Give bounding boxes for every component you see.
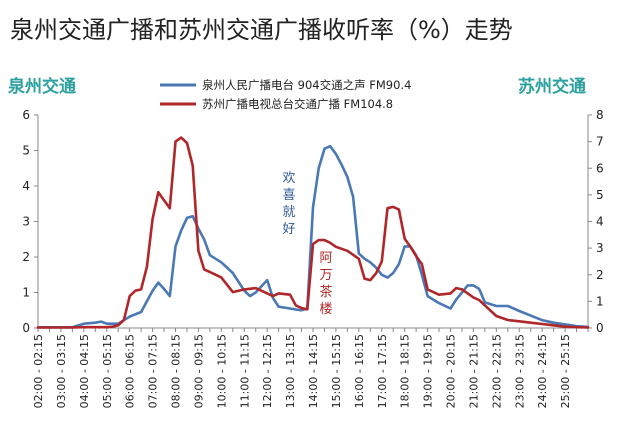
annotation-char-red: 茶 bbox=[319, 284, 332, 300]
annotation-char-red: 阿 bbox=[319, 251, 332, 266]
annotation-char-red: 万 bbox=[319, 268, 332, 283]
x-tick-label: 22:00 - 22:15 bbox=[490, 334, 503, 408]
x-tick-label: 05:00 - 05:15 bbox=[101, 334, 114, 408]
left-axis-label: 泉州交通 bbox=[7, 76, 76, 97]
chart-title: 泉州交通广播和苏州交通广播收听率（%）走势 bbox=[10, 16, 513, 44]
y-tick-left-label: 1 bbox=[22, 286, 30, 300]
x-tick-label: 19:00 - 19:15 bbox=[422, 334, 435, 408]
right-axis-label: 苏州交通 bbox=[518, 76, 586, 97]
legend-label-series-1: 泉州人民广播电台 904交通之声 FM90.4 bbox=[202, 78, 411, 92]
x-tick-label: 08:00 - 08:15 bbox=[170, 334, 183, 408]
y-tick-left-label: 4 bbox=[22, 179, 30, 193]
y-tick-right-label: 0 bbox=[596, 321, 604, 335]
x-tick-label: 11:00 - 11:15 bbox=[238, 334, 251, 408]
x-tick-label: 12:00 - 12:15 bbox=[261, 334, 274, 408]
series-line-1 bbox=[36, 144, 590, 329]
x-tick-label: 17:00 - 17:15 bbox=[376, 334, 389, 408]
x-tick-label: 14:00 - 14:15 bbox=[307, 334, 320, 408]
annotation-char-blue: 就 bbox=[282, 205, 295, 220]
annotation-char-red: 楼 bbox=[319, 302, 332, 317]
y-tick-left-label: 6 bbox=[22, 108, 30, 122]
x-tick-label: 15:00 - 15:15 bbox=[330, 334, 343, 408]
y-tick-left-label: 2 bbox=[22, 250, 30, 264]
annotation-char-blue: 欢 bbox=[282, 171, 295, 186]
y-tick-right-label: 1 bbox=[596, 294, 604, 308]
annotation-char-blue: 好 bbox=[282, 222, 295, 237]
y-tick-right-label: 2 bbox=[596, 268, 604, 282]
legend: 泉州人民广播电台 904交通之声 FM90.4 苏州广播电视总台交通广播 FM1… bbox=[160, 78, 411, 111]
x-tick-label: 10:00 - 10:15 bbox=[215, 334, 228, 408]
y-tick-left-label: 3 bbox=[22, 215, 30, 229]
x-tick-label: 24:00 - 24:15 bbox=[536, 334, 549, 408]
x-tick-labels: 02:00 - 02:15 03:00 - 03:15 04:00 - 04:15 0… bbox=[32, 328, 589, 408]
y-tick-right-label: 6 bbox=[596, 161, 604, 175]
y-tick-left-label: 5 bbox=[22, 144, 30, 158]
x-tick-label: 06:00 - 06:15 bbox=[124, 334, 137, 408]
x-tick-label: 02:00 - 02:15 bbox=[32, 334, 45, 408]
x-tick-label: 16:00 - 16:15 bbox=[353, 334, 366, 408]
annotation-char-blue: 喜 bbox=[282, 188, 295, 203]
y-tick-right-label: 5 bbox=[596, 188, 604, 202]
y-tick-right-label: 4 bbox=[596, 215, 604, 229]
x-tick-label: 23:00 - 23:15 bbox=[513, 334, 526, 408]
x-tick-label: 07:00 - 07:15 bbox=[147, 334, 160, 408]
x-tick-label: 21:00 - 21:15 bbox=[467, 334, 480, 408]
x-tick-label: 13:00 - 13:15 bbox=[284, 334, 297, 408]
x-tick-label: 09:00 - 09:15 bbox=[192, 334, 205, 408]
legend-label-series-2: 苏州广播电视总台交通广播 FM104.8 bbox=[202, 97, 393, 111]
x-tick-label: 25:00 - 25:15 bbox=[559, 334, 572, 408]
x-tick-label: 18:00 - 18:15 bbox=[399, 334, 412, 408]
x-tick-label: 03:00 - 03:15 bbox=[55, 334, 68, 408]
x-tick-label: 20:00 - 20:15 bbox=[445, 334, 458, 408]
series-line-2 bbox=[36, 136, 590, 329]
y-tick-right-label: 8 bbox=[596, 108, 604, 122]
y-tick-right-label: 7 bbox=[596, 135, 604, 149]
series-lines bbox=[36, 136, 590, 329]
y-tick-left-label: 0 bbox=[22, 321, 30, 335]
x-tick-label: 04:00 - 04:15 bbox=[78, 334, 91, 408]
y-tick-right-label: 3 bbox=[596, 241, 604, 255]
